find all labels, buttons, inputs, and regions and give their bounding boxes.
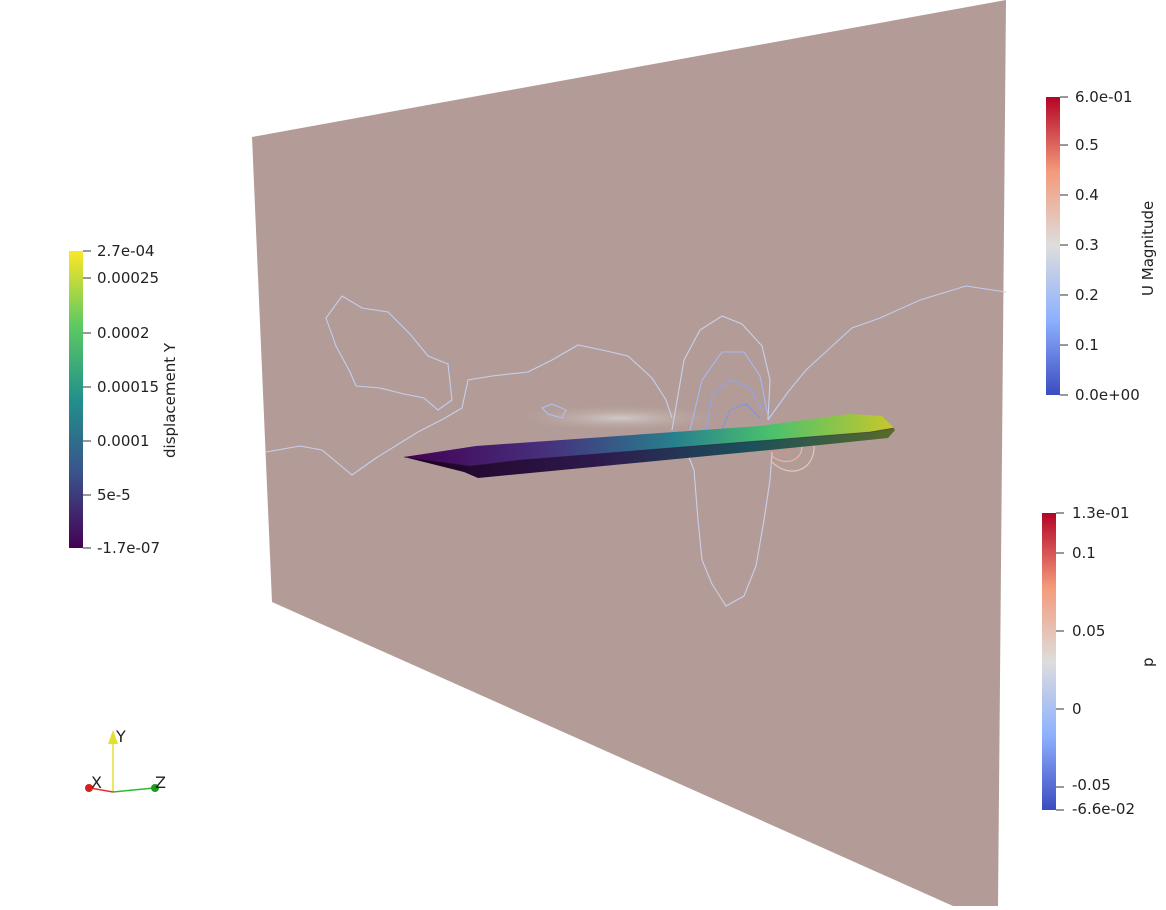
umag-min-label: 0.0e+00 bbox=[1075, 386, 1140, 404]
colorbar-umag-gradient bbox=[1046, 97, 1060, 395]
umag-tick: 0.5 bbox=[1075, 136, 1099, 154]
z-axis-line bbox=[112, 787, 155, 793]
wake-highlight bbox=[510, 404, 730, 432]
displacement-tick: 0.0002 bbox=[97, 324, 150, 342]
y-axis-arrowhead bbox=[108, 730, 118, 744]
displacement-tick: 0.0001 bbox=[97, 432, 150, 450]
x-axis-label: X bbox=[91, 773, 102, 792]
displacement-title: displacement Y bbox=[161, 342, 179, 458]
z-axis-tip bbox=[151, 784, 159, 792]
colorbar-p-gradient bbox=[1042, 513, 1056, 810]
umag-max-label: 6.0e-01 bbox=[1075, 88, 1133, 106]
x-axis-line bbox=[89, 787, 114, 793]
p-title: p bbox=[1139, 657, 1157, 667]
p-max-label: 1.3e-01 bbox=[1072, 504, 1130, 522]
displacement-tick: 0.00015 bbox=[97, 378, 159, 396]
y-axis-label: Y bbox=[115, 727, 126, 746]
p-tick: 0 bbox=[1072, 700, 1082, 718]
umag-tick: 0.2 bbox=[1075, 286, 1099, 304]
umag-title: U Magnitude bbox=[1139, 201, 1157, 296]
p-min-label: -6.6e-02 bbox=[1072, 800, 1135, 818]
p-tick: -0.05 bbox=[1072, 776, 1111, 794]
x-axis-tip bbox=[85, 784, 93, 792]
colorbar-pressure: 1.3e-01 0.1 0.05 0 -0.05 -6.6e-02 p bbox=[1042, 504, 1157, 818]
displacement-tick: 5e-5 bbox=[97, 486, 131, 504]
displacement-min-label: -1.7e-07 bbox=[97, 539, 160, 557]
umag-tick: 0.1 bbox=[1075, 336, 1099, 354]
umag-tick: 0.4 bbox=[1075, 186, 1099, 204]
orientation-axes-widget[interactable]: Y X Z bbox=[85, 727, 166, 793]
colorbar-u-magnitude: 6.0e-01 0.5 0.4 0.3 0.2 0.1 0.0e+00 U Ma… bbox=[1046, 88, 1157, 404]
colorbar-displacement-gradient bbox=[69, 251, 83, 548]
displacement-max-label: 2.7e-04 bbox=[97, 242, 155, 260]
displacement-tick: 0.00025 bbox=[97, 269, 159, 287]
wing-surface bbox=[403, 414, 895, 478]
z-axis-label: Z bbox=[155, 773, 166, 792]
p-tick: 0.1 bbox=[1072, 544, 1096, 562]
p-tick: 0.05 bbox=[1072, 622, 1105, 640]
colorbar-displacement-y: 2.7e-04 0.00025 0.0002 0.00015 0.0001 5e… bbox=[69, 242, 179, 557]
umag-tick: 0.3 bbox=[1075, 236, 1099, 254]
